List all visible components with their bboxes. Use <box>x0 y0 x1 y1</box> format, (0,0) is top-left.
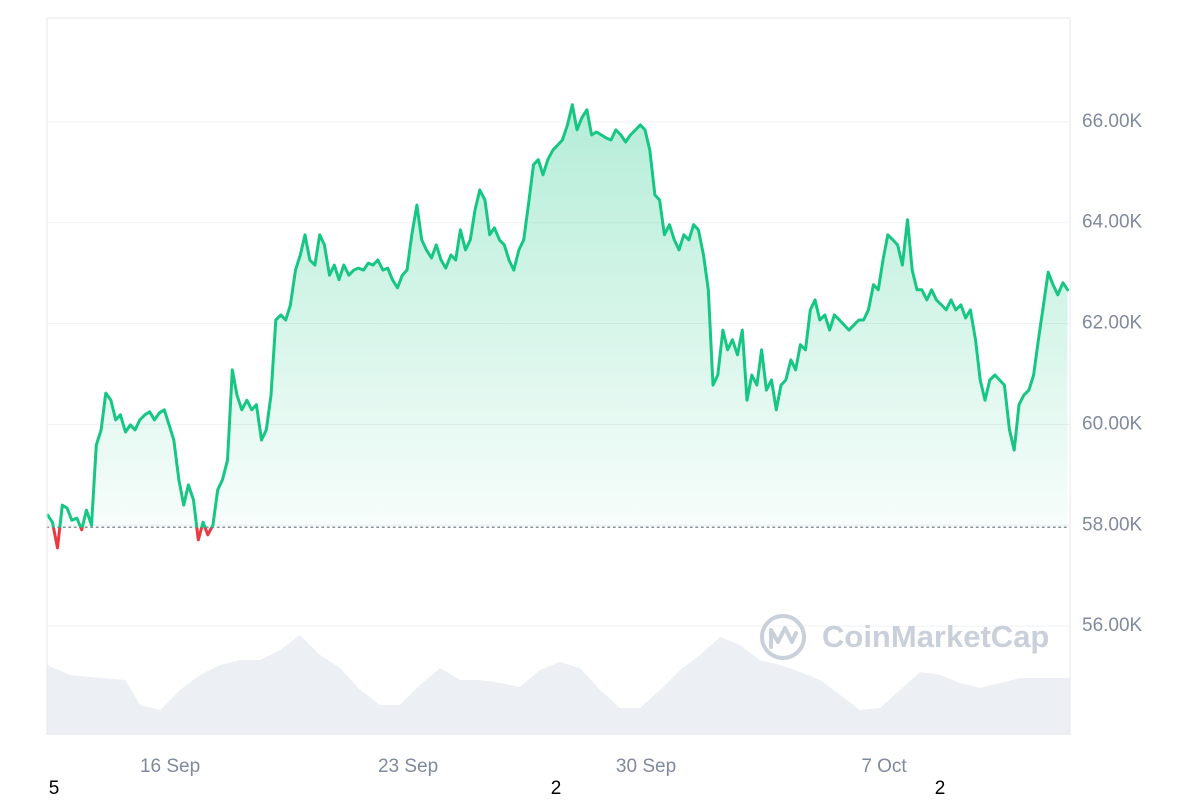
volume-layer <box>47 635 1070 735</box>
y-tick-label: 62.00K <box>1082 313 1143 334</box>
y-tick-label: 56.00K <box>1082 615 1143 636</box>
frame <box>46 17 1071 735</box>
price-line <box>46 103 1070 550</box>
x-tick-label: 16 Sep <box>140 756 200 777</box>
cut-label: 2 <box>551 778 562 799</box>
watermark-logo <box>760 614 806 660</box>
x-tick-label: 7 Oct <box>861 756 907 777</box>
y-tick-label: 58.00K <box>1082 514 1143 535</box>
watermark: CoinMarketCap <box>760 614 1049 660</box>
cut-label: 2 <box>935 778 946 799</box>
y-tick-label: 66.00K <box>1082 111 1143 132</box>
y-tick-label: 60.00K <box>1082 413 1143 434</box>
watermark-text: CoinMarketCap <box>822 619 1049 654</box>
y-tick-label: 64.00K <box>1082 212 1143 233</box>
x-tick-label: 30 Sep <box>616 756 676 777</box>
cut-label: 5 <box>49 778 60 799</box>
price-area <box>47 104 1068 528</box>
plot-layer <box>46 103 1071 550</box>
volume-area <box>47 635 1070 735</box>
watermark-logo-mark <box>769 626 798 649</box>
x-tick-label: 23 Sep <box>378 756 438 777</box>
label-layer: 56.00K 58.00K 60.00K 62.00K 64.00K 66.00K 16 S… <box>49 111 1143 799</box>
